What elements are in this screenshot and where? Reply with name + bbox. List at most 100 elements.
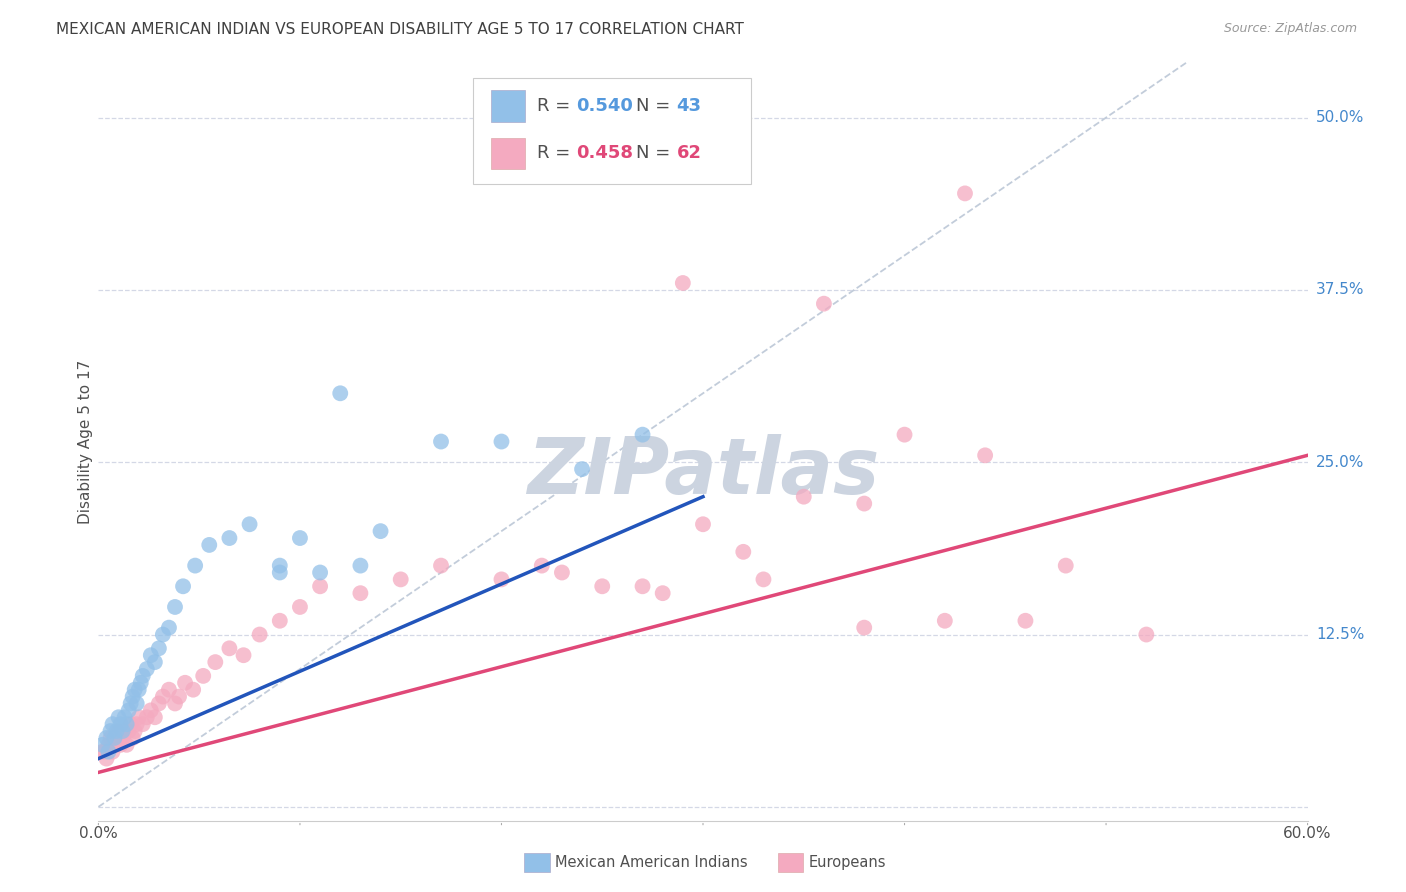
Point bbox=[121, 690, 143, 704]
Point bbox=[571, 462, 593, 476]
Point bbox=[114, 710, 136, 724]
Point bbox=[132, 717, 155, 731]
Point bbox=[103, 731, 125, 745]
Point bbox=[115, 717, 138, 731]
Text: Mexican American Indians: Mexican American Indians bbox=[555, 855, 748, 870]
Point bbox=[143, 655, 166, 669]
Text: ZIPatlas: ZIPatlas bbox=[527, 434, 879, 510]
Text: R =: R = bbox=[537, 96, 576, 115]
Point bbox=[349, 558, 371, 573]
Point bbox=[93, 745, 115, 759]
Point bbox=[853, 621, 876, 635]
Point bbox=[1135, 627, 1157, 641]
Point bbox=[551, 566, 574, 580]
Point bbox=[269, 566, 291, 580]
Point bbox=[1014, 614, 1036, 628]
Point bbox=[107, 710, 129, 724]
Point bbox=[135, 662, 157, 676]
Point bbox=[631, 427, 654, 442]
Point bbox=[204, 655, 226, 669]
Point bbox=[491, 573, 513, 587]
Point bbox=[120, 697, 142, 711]
Text: 0.540: 0.540 bbox=[576, 96, 633, 115]
Point bbox=[100, 731, 122, 745]
Point bbox=[101, 745, 124, 759]
FancyBboxPatch shape bbox=[474, 78, 751, 184]
Point bbox=[893, 427, 915, 442]
Point bbox=[103, 738, 125, 752]
Point bbox=[329, 386, 352, 401]
Point bbox=[100, 724, 122, 739]
Point bbox=[125, 697, 148, 711]
Point bbox=[96, 751, 118, 765]
Point bbox=[692, 517, 714, 532]
Text: R =: R = bbox=[537, 145, 576, 162]
Point bbox=[672, 276, 695, 290]
Bar bbox=[492, 137, 526, 169]
Text: 25.0%: 25.0% bbox=[1316, 455, 1364, 470]
Point bbox=[121, 731, 143, 745]
Point bbox=[148, 641, 170, 656]
Point bbox=[128, 682, 150, 697]
Point bbox=[218, 531, 240, 545]
Point bbox=[309, 566, 332, 580]
Point bbox=[157, 621, 180, 635]
Point bbox=[631, 579, 654, 593]
Point bbox=[974, 448, 997, 462]
Point bbox=[129, 675, 152, 690]
Point bbox=[107, 724, 129, 739]
Point bbox=[163, 599, 186, 614]
Point bbox=[172, 579, 194, 593]
Text: 37.5%: 37.5% bbox=[1316, 283, 1364, 297]
Point bbox=[152, 690, 174, 704]
Bar bbox=[492, 90, 526, 121]
Text: N =: N = bbox=[637, 96, 676, 115]
Point bbox=[853, 497, 876, 511]
Point bbox=[132, 669, 155, 683]
Point bbox=[139, 648, 162, 663]
Point bbox=[1054, 558, 1077, 573]
Point bbox=[128, 710, 150, 724]
Point bbox=[91, 745, 114, 759]
Point bbox=[96, 731, 118, 745]
Point bbox=[491, 434, 513, 449]
Point bbox=[115, 738, 138, 752]
Point bbox=[530, 558, 553, 573]
Y-axis label: Disability Age 5 to 17: Disability Age 5 to 17 bbox=[77, 359, 93, 524]
Point bbox=[105, 731, 128, 745]
Point bbox=[118, 724, 141, 739]
Point bbox=[193, 669, 215, 683]
Point bbox=[591, 579, 613, 593]
Point bbox=[97, 738, 120, 752]
Point bbox=[239, 517, 262, 532]
Point bbox=[120, 717, 142, 731]
Point bbox=[125, 717, 148, 731]
Point bbox=[163, 697, 186, 711]
Point bbox=[91, 738, 114, 752]
Point bbox=[430, 434, 453, 449]
Point bbox=[309, 579, 332, 593]
Point bbox=[218, 641, 240, 656]
Point bbox=[105, 724, 128, 739]
Text: 50.0%: 50.0% bbox=[1316, 110, 1364, 125]
Point bbox=[111, 724, 134, 739]
Point bbox=[288, 531, 311, 545]
Point bbox=[118, 703, 141, 717]
Point bbox=[389, 573, 412, 587]
Point bbox=[111, 731, 134, 745]
Point bbox=[157, 682, 180, 697]
Point bbox=[232, 648, 254, 663]
Point bbox=[101, 717, 124, 731]
Text: 12.5%: 12.5% bbox=[1316, 627, 1364, 642]
Point bbox=[269, 558, 291, 573]
Point bbox=[370, 524, 392, 538]
Point bbox=[143, 710, 166, 724]
Point bbox=[349, 586, 371, 600]
Point bbox=[651, 586, 673, 600]
Point bbox=[269, 614, 291, 628]
Point bbox=[139, 703, 162, 717]
Text: N =: N = bbox=[637, 145, 676, 162]
Point bbox=[752, 573, 775, 587]
Point bbox=[135, 710, 157, 724]
Point bbox=[793, 490, 815, 504]
